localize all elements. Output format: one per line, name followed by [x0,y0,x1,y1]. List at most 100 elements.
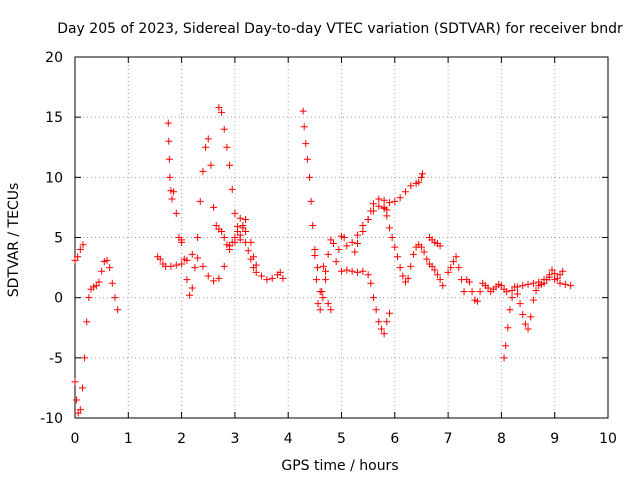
data-point [183,276,191,284]
data-point [375,195,383,203]
data-point [367,207,375,215]
data-point [409,250,417,258]
data-point [359,267,367,275]
data-point [226,242,234,250]
data-point [188,250,196,258]
series-seg-1 [71,241,87,264]
data-point [415,178,423,186]
data-point [503,288,511,296]
series-seg-11 [380,205,447,290]
data-point [311,252,319,260]
data-point [543,276,551,284]
data-point [439,282,447,290]
data-point [388,234,396,241]
data-point [73,396,81,404]
data-point [218,108,226,116]
data-point [319,262,327,270]
data-point [210,277,218,285]
data-point [377,325,385,333]
data-point [551,270,559,278]
data-point [367,279,375,287]
data-point [191,264,199,272]
data-point [322,276,330,284]
data-point [343,266,351,274]
data-point [431,266,439,274]
series-seg-10 [351,170,427,256]
data-point [164,119,172,127]
data-point [407,262,415,270]
data-point [92,282,100,290]
data-point [74,253,82,261]
series-seg-9 [338,266,393,338]
data-point [419,170,427,178]
x-tick-labels: 0 1 2 3 4 5 6 7 8 9 10 [71,431,617,447]
data-point [226,161,234,169]
data-point [385,309,393,317]
data-point [460,288,468,296]
data-point [527,313,535,321]
x-tick-label: 5 [337,431,346,447]
data-point [369,294,377,302]
data-point [231,209,239,217]
data-point [420,248,428,256]
data-point [71,378,79,386]
x-tick-label: 3 [230,431,239,447]
data-point [436,276,444,284]
data-point [300,123,308,131]
data-point [71,256,79,264]
y-axis-label: SDTVAR / TECUs [6,183,22,298]
data-point [210,203,218,211]
data-point [223,143,231,151]
data-point [178,236,186,244]
x-tick-label: 7 [444,431,453,447]
x-axis-label: GPS time / hours [281,458,398,474]
data-point [524,280,532,288]
data-point [319,294,327,302]
data-point [106,264,114,272]
data-point [170,188,178,196]
data-point [204,135,212,143]
data-point [302,140,310,148]
data-point [436,242,444,250]
data-point [468,288,476,296]
data-point [559,267,567,275]
data-marks [71,104,575,417]
y-tick-label: -5 [49,351,63,367]
data-point [108,279,116,287]
series-seg-7 [299,107,335,314]
data-point [330,240,338,248]
y-tick-label: 5 [54,231,63,247]
data-point [504,324,512,332]
data-point [383,318,391,326]
data-point [81,354,89,362]
data-point [465,278,473,286]
series-seg-2 [71,256,122,417]
data-point [340,234,348,241]
data-point [348,267,356,275]
data-point [327,306,335,314]
data-point [447,264,455,272]
data-point [444,268,452,276]
chart-title: Day 205 of 2023, Sidereal Day-to-day VTE… [57,21,623,37]
data-point [401,278,409,286]
data-point [364,271,372,279]
data-point [218,227,226,235]
data-point [114,306,122,314]
data-point [244,247,252,255]
data-point [236,236,244,244]
data-point [506,306,514,314]
data-point [567,282,575,290]
data-point [351,248,359,256]
data-point [561,280,569,288]
data-point [391,197,399,205]
data-point [111,294,119,302]
data-point [263,276,271,284]
data-point [76,246,84,254]
y-tick-label: -10 [40,411,63,427]
data-point [375,202,383,210]
data-point [188,284,196,292]
data-point [236,214,244,222]
data-point [95,278,103,286]
